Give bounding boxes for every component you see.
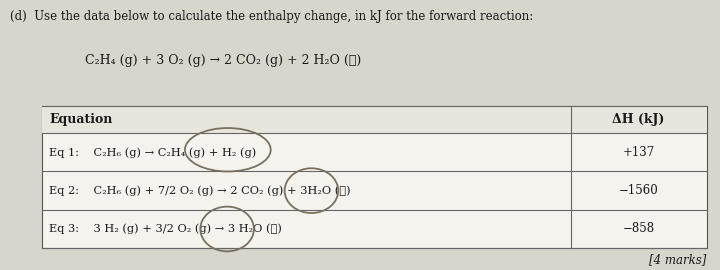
Text: Eq 2:    C₂H₆ (g) + 7/2 O₂ (g) → 2 CO₂ (g) + 3H₂O (ℓ): Eq 2: C₂H₆ (g) + 7/2 O₂ (g) → 2 CO₂ (g) …	[49, 185, 351, 196]
Text: ΔH (kJ): ΔH (kJ)	[613, 113, 665, 126]
Text: [4 marks]: [4 marks]	[649, 253, 706, 266]
Text: −1560: −1560	[618, 184, 659, 197]
Text: C₂H₄ (g) + 3 O₂ (g) → 2 CO₂ (g) + 2 H₂O (ℓ): C₂H₄ (g) + 3 O₂ (g) → 2 CO₂ (g) + 2 H₂O …	[85, 54, 361, 67]
Text: −858: −858	[623, 222, 654, 235]
Text: Eq 1:    C₂H₆ (g) → C₂H₄ (g) + H₂ (g): Eq 1: C₂H₆ (g) → C₂H₄ (g) + H₂ (g)	[49, 147, 256, 158]
Text: +137: +137	[623, 146, 654, 159]
Text: Equation: Equation	[49, 113, 112, 126]
Text: (d)  Use the data below to calculate the enthalpy change, in kJ for the forward : (d) Use the data below to calculate the …	[10, 11, 534, 23]
Bar	[42, 106, 706, 248]
Text: Eq 3:    3 H₂ (g) + 3/2 O₂ (g) → 3 H₂O (ℓ): Eq 3: 3 H₂ (g) + 3/2 O₂ (g) → 3 H₂O (ℓ)	[49, 224, 282, 234]
Bar	[42, 106, 706, 133]
